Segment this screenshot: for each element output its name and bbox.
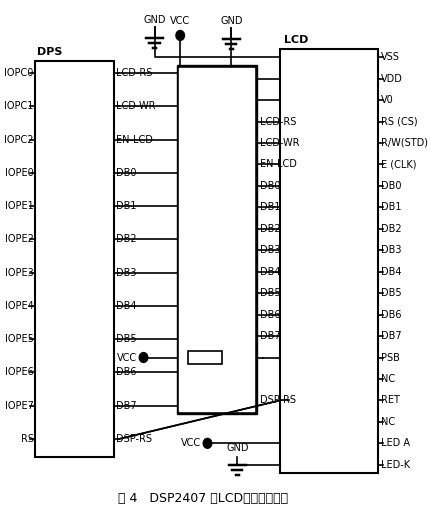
Text: RS (CS): RS (CS) <box>380 116 416 127</box>
Text: 图 4   DSP2407 与LCD的接口电路及: 图 4 DSP2407 与LCD的接口电路及 <box>118 492 288 505</box>
Text: NC: NC <box>380 417 394 427</box>
Text: IOPC1: IOPC1 <box>4 101 34 111</box>
Text: VSS: VSS <box>380 52 399 62</box>
Text: IOPE4: IOPE4 <box>5 301 34 311</box>
Text: GND: GND <box>226 443 248 453</box>
Text: DB4: DB4 <box>259 267 280 277</box>
Text: V0: V0 <box>380 95 393 105</box>
Text: IOPC2: IOPC2 <box>4 134 34 145</box>
Text: DB7: DB7 <box>380 331 400 341</box>
Text: DSP-RS: DSP-RS <box>259 396 295 405</box>
Text: IOPE6: IOPE6 <box>5 368 34 377</box>
Text: DSP-RS: DSP-RS <box>116 434 152 444</box>
Text: EN-LCD: EN-LCD <box>116 134 153 145</box>
Text: IOPE1: IOPE1 <box>5 201 34 211</box>
Text: DB4: DB4 <box>380 267 400 277</box>
Text: LCD: LCD <box>283 35 308 45</box>
Text: VCC: VCC <box>180 438 200 448</box>
Text: EN-LCD: EN-LCD <box>259 159 296 170</box>
Text: DB1: DB1 <box>116 201 136 211</box>
Text: RS: RS <box>21 434 34 444</box>
Text: LED A: LED A <box>380 438 408 448</box>
Text: VCC: VCC <box>116 353 136 362</box>
Text: DB3: DB3 <box>380 245 400 255</box>
Text: DB1: DB1 <box>259 202 280 212</box>
Circle shape <box>139 353 147 362</box>
Polygon shape <box>176 65 256 414</box>
Text: LCD-RS: LCD-RS <box>259 116 295 127</box>
Circle shape <box>203 438 211 448</box>
Text: R/W(STD): R/W(STD) <box>380 138 427 148</box>
Bar <box>280 49 377 473</box>
Polygon shape <box>179 68 254 410</box>
Circle shape <box>175 31 184 40</box>
Text: DB5: DB5 <box>116 334 137 344</box>
Text: LED-K: LED-K <box>380 460 409 470</box>
Text: DB1: DB1 <box>380 202 400 212</box>
Text: DB6: DB6 <box>259 310 280 320</box>
Text: GND: GND <box>143 14 166 24</box>
Text: IOPE5: IOPE5 <box>5 334 34 344</box>
Text: DB0: DB0 <box>116 168 136 178</box>
Text: LCD-WR: LCD-WR <box>259 138 298 148</box>
Text: LCD-WR: LCD-WR <box>116 101 155 111</box>
Text: IOPE0: IOPE0 <box>5 168 34 178</box>
Text: DB7: DB7 <box>116 401 137 411</box>
Text: DB3: DB3 <box>116 268 136 278</box>
Text: IOPE7: IOPE7 <box>5 401 34 411</box>
Text: DB0: DB0 <box>259 181 280 191</box>
Text: DB6: DB6 <box>380 310 400 320</box>
Text: RET: RET <box>380 396 399 405</box>
Text: DB2: DB2 <box>259 224 280 234</box>
Text: E (CLK): E (CLK) <box>380 159 415 170</box>
Text: DB5: DB5 <box>380 288 400 298</box>
Text: IOPE2: IOPE2 <box>5 234 34 245</box>
Bar <box>188 351 222 364</box>
Text: PSB: PSB <box>380 353 399 362</box>
Text: DB0: DB0 <box>380 181 400 191</box>
Text: DB4: DB4 <box>116 301 136 311</box>
Text: VCC: VCC <box>170 16 190 25</box>
Text: DPS: DPS <box>37 47 62 57</box>
Text: DB7: DB7 <box>259 331 280 341</box>
Text: IOPC0: IOPC0 <box>4 68 34 78</box>
Text: LCD-RS: LCD-RS <box>116 68 152 78</box>
Text: DB3: DB3 <box>259 245 280 255</box>
Text: DB2: DB2 <box>116 234 137 245</box>
Text: DB5: DB5 <box>259 288 280 298</box>
Bar <box>35 61 114 457</box>
Text: GND: GND <box>220 16 242 25</box>
Text: VDD: VDD <box>380 73 402 84</box>
Text: DB6: DB6 <box>116 368 136 377</box>
Text: $R_5$: $R_5$ <box>198 335 212 348</box>
Text: IOPE3: IOPE3 <box>5 268 34 278</box>
Text: NC: NC <box>380 374 394 384</box>
Text: DB2: DB2 <box>380 224 400 234</box>
